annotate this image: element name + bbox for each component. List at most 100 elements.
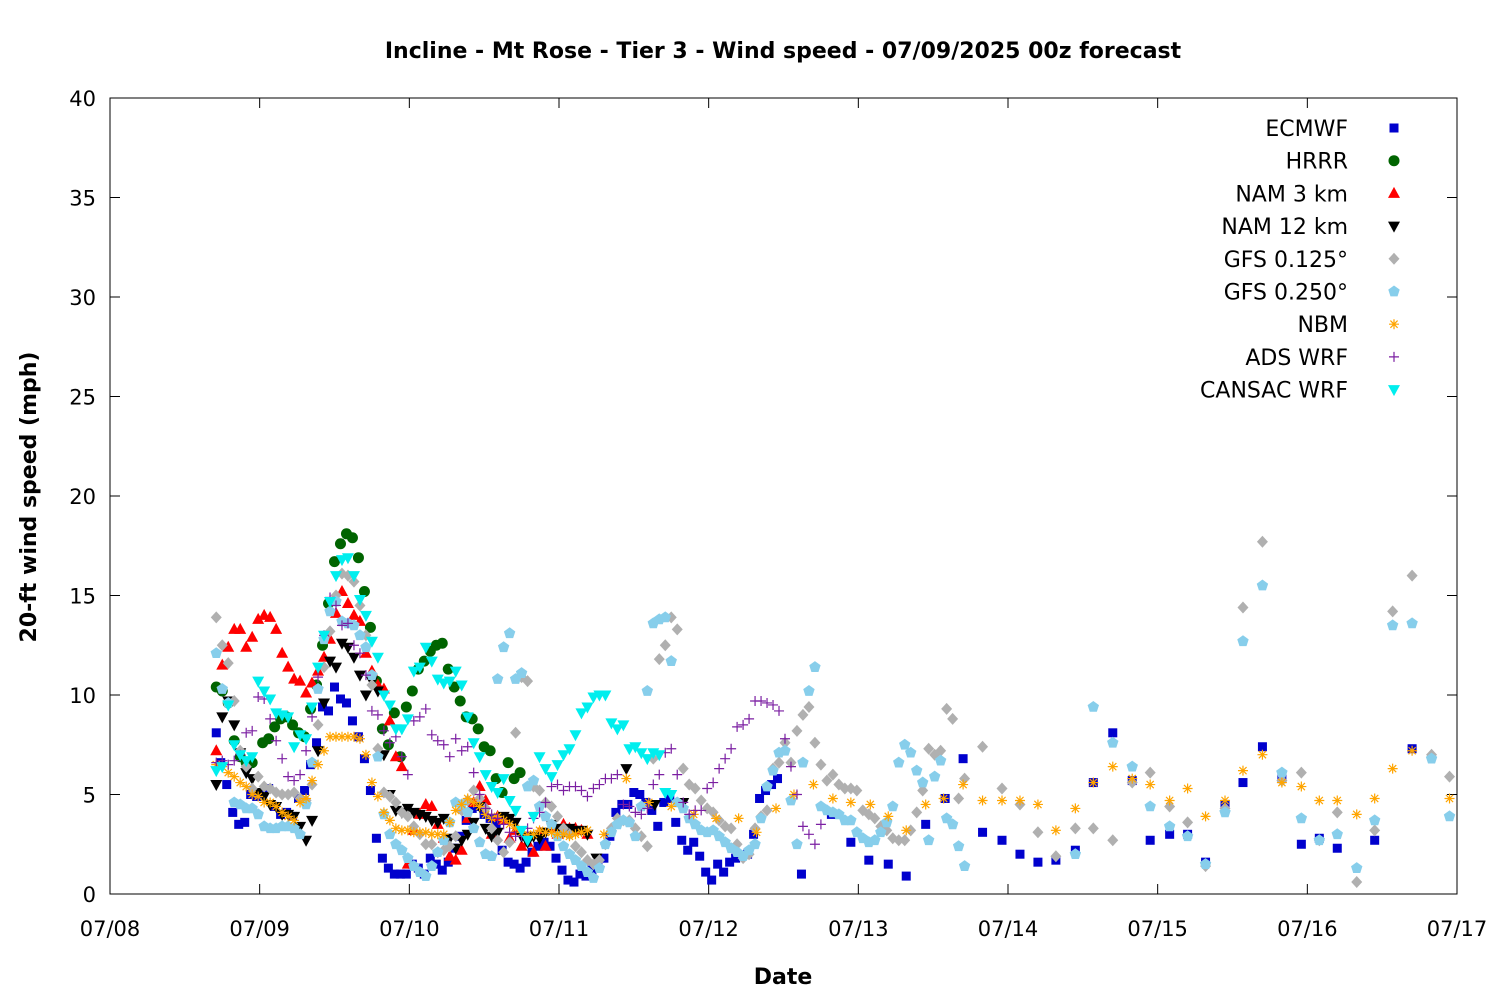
data-point [996, 782, 1008, 795]
data-point [791, 724, 803, 737]
data-point [605, 718, 618, 730]
data-point [1443, 810, 1456, 822]
data-point [426, 829, 437, 840]
legend-marker [1389, 351, 1399, 362]
data-point [659, 797, 669, 807]
x-tick-label: 07/15 [1127, 917, 1188, 941]
data-point [300, 786, 310, 796]
data-point [581, 702, 594, 714]
data-point [443, 676, 456, 688]
data-point [462, 793, 473, 804]
data-point [953, 792, 965, 805]
data-point [899, 834, 911, 847]
asterisk-strokes [342, 731, 353, 742]
data-point [348, 619, 360, 631]
data-point [222, 780, 232, 790]
data-point [665, 793, 675, 803]
data-point [1088, 777, 1099, 788]
data-point [791, 789, 802, 800]
data-point [378, 807, 389, 818]
legend-label: CANSAC WRF [1200, 379, 1348, 404]
data-point [235, 777, 246, 788]
data-point [643, 797, 654, 808]
data-point [582, 825, 593, 836]
data-point [869, 812, 881, 825]
data-point [1182, 816, 1194, 829]
data-point [621, 773, 632, 784]
data-point [587, 872, 600, 883]
data-point [803, 829, 814, 840]
asterisk-strokes [408, 827, 419, 838]
data-point [271, 801, 282, 812]
data-point [618, 799, 629, 810]
data-point [402, 852, 414, 864]
data-point [228, 740, 241, 752]
data-point [467, 738, 480, 750]
asterisk-strokes [938, 793, 949, 804]
data-point [677, 802, 689, 814]
data-point [437, 865, 447, 875]
data-point [695, 851, 705, 861]
data-point [485, 850, 498, 862]
data-point [997, 795, 1008, 806]
data-point [324, 706, 334, 716]
data-point [300, 734, 313, 746]
data-point [557, 750, 570, 762]
data-point [216, 712, 229, 724]
data-point [396, 825, 407, 836]
data-point [455, 680, 468, 692]
asterisk-strokes [1164, 795, 1175, 806]
data-point [624, 801, 635, 812]
asterisk-strokes [450, 805, 461, 816]
legend-marker [1388, 221, 1400, 233]
asterisk-strokes [1200, 811, 1211, 822]
data-point [366, 777, 377, 788]
data-point [762, 697, 773, 708]
data-point [265, 797, 276, 808]
data-point [808, 779, 819, 790]
data-point [504, 819, 515, 830]
data-point [732, 721, 743, 732]
legend-label: NAM 12 km [1221, 215, 1348, 240]
data-point [426, 860, 438, 871]
data-point [771, 803, 782, 814]
data-point [510, 823, 521, 834]
data-point [360, 749, 371, 760]
asterisk-strokes [643, 797, 654, 808]
data-point [1444, 793, 1455, 804]
asterisk-strokes [1389, 319, 1399, 330]
data-point [539, 764, 552, 776]
data-point [803, 700, 815, 713]
data-point [515, 825, 528, 837]
data-point [588, 783, 599, 794]
asterisk-strokes [621, 773, 632, 784]
data-point [294, 674, 307, 686]
data-point [364, 621, 376, 633]
asterisk-strokes [540, 827, 551, 838]
data-point [1296, 781, 1307, 792]
asterisk-strokes [366, 777, 377, 788]
data-point [923, 742, 935, 755]
data-point [576, 785, 587, 796]
data-point [504, 827, 515, 838]
data-point [774, 705, 785, 716]
asterisk-strokes [414, 827, 425, 838]
data-point [941, 702, 953, 715]
asterisk-strokes [1145, 779, 1156, 790]
data-point [210, 780, 223, 792]
data-point [635, 790, 645, 799]
data-point [366, 669, 378, 680]
asterisk-strokes [259, 797, 270, 808]
data-point [371, 833, 381, 843]
data-point [1144, 766, 1156, 779]
data-point [342, 731, 353, 742]
data-point [353, 594, 366, 606]
asterisk-strokes [444, 817, 455, 828]
data-point [491, 673, 504, 684]
data-point [438, 739, 449, 750]
data-point [282, 660, 295, 672]
asterisk-strokes [666, 801, 677, 812]
data-point [240, 768, 253, 780]
data-point [755, 812, 767, 824]
chart-title: Incline - Mt Rose - Tier 3 - Wind speed … [385, 39, 1182, 64]
